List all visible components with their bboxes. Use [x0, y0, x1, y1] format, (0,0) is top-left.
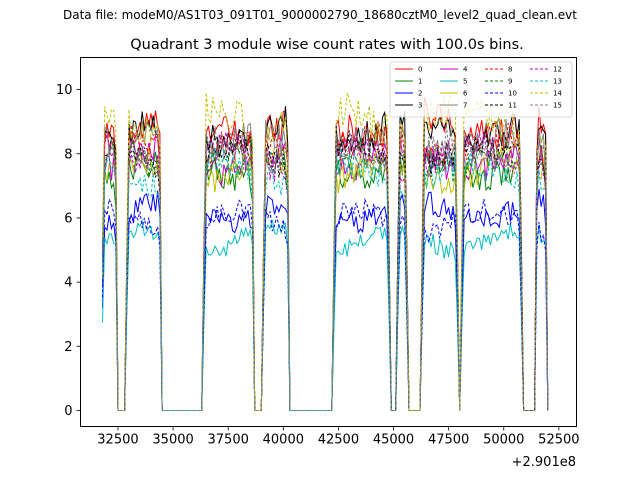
legend-label-1: 1: [418, 78, 422, 86]
legend-label-3: 3: [418, 102, 422, 110]
y-tick-label: 10: [56, 83, 73, 98]
series-line-3: [102, 106, 549, 411]
legend-label-7: 7: [463, 102, 467, 110]
series-line-11: [102, 129, 549, 411]
legend-label-0: 0: [418, 66, 422, 74]
series-line-14: [102, 92, 549, 411]
series-line-6: [102, 144, 549, 411]
y-tick-label: 0: [64, 404, 72, 419]
data-file-label: Data file: modeM0/AS1T03_091T01_90000027…: [63, 8, 577, 22]
legend-label-14: 14: [553, 90, 562, 98]
legend-label-11: 11: [508, 102, 517, 110]
legend-label-5: 5: [463, 78, 467, 86]
series-line-5: [102, 219, 549, 411]
legend-label-10: 10: [508, 90, 517, 98]
x-tick-label: 35000: [152, 433, 193, 448]
legend-label-8: 8: [508, 66, 512, 74]
legend-label-9: 9: [508, 78, 512, 86]
x-tick-label: 32500: [97, 433, 138, 448]
y-tick-label: 4: [64, 276, 72, 291]
series-line-15: [102, 124, 549, 411]
x-tick-label: 37500: [208, 433, 249, 448]
x-tick-label: 47500: [428, 433, 469, 448]
plot-frame: [80, 57, 577, 427]
y-tick-label: 6: [64, 211, 72, 226]
x-tick-label: 40000: [263, 433, 304, 448]
x-tick-label: 42500: [318, 433, 359, 448]
legend-label-13: 13: [553, 78, 562, 86]
x-tick-label: 50000: [483, 433, 524, 448]
series-line-10: [102, 197, 549, 411]
series-line-12: [102, 132, 549, 411]
series-line-1: [102, 144, 549, 411]
legend-frame: [389, 61, 573, 118]
legend-label-4: 4: [463, 66, 468, 74]
y-axis: 0 2 4 6 8 10: [56, 83, 81, 419]
x-axis: 32500 35000 37500 40000 42500 45000 47500 50000…: [97, 426, 580, 448]
series-layer: [102, 92, 549, 411]
legend-label-12: 12: [553, 66, 562, 74]
legend-label-15: 15: [553, 102, 562, 110]
x-offset-label: +2.901e8: [512, 455, 576, 470]
y-tick-label: 2: [64, 340, 72, 355]
x-tick-label: 45000: [373, 433, 414, 448]
y-tick-label: 8: [64, 147, 72, 162]
chart-title: Quadrant 3 module wise count rates with …: [130, 37, 524, 53]
series-line-2: [102, 188, 549, 411]
series-line-13: [102, 147, 549, 411]
legend-label-2: 2: [418, 90, 422, 98]
legend-label-6: 6: [463, 90, 468, 98]
x-tick-label: 52500: [538, 433, 579, 448]
